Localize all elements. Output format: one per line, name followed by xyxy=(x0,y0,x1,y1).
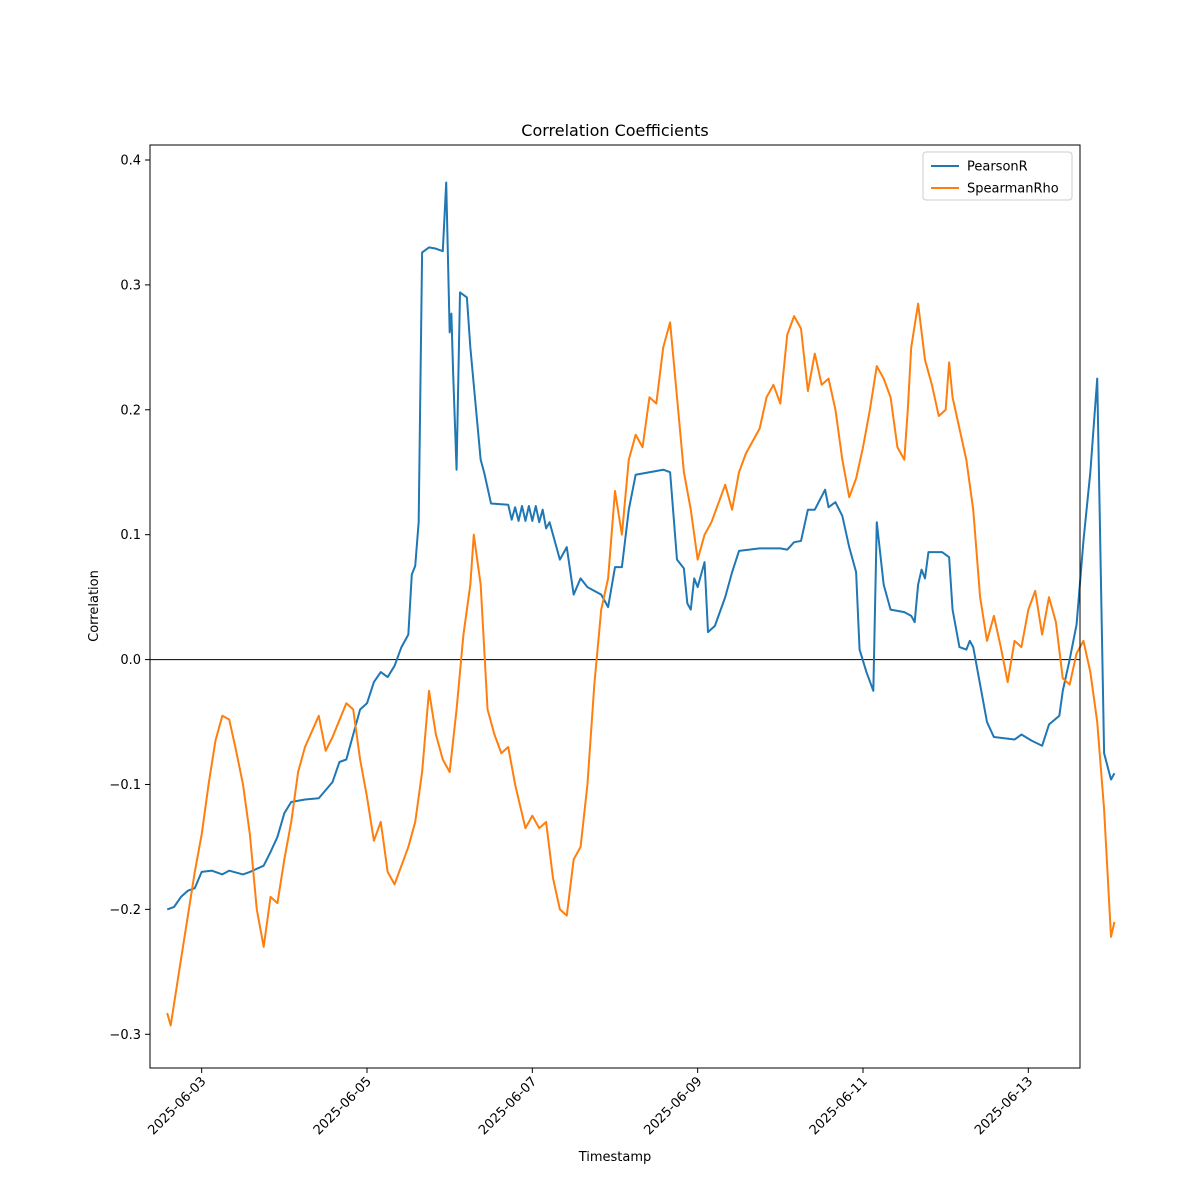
y-tick-label: −0.3 xyxy=(109,1028,141,1043)
legend-box xyxy=(922,151,1073,201)
y-tick-label: 0.0 xyxy=(120,653,141,668)
y-tick-label: 0.4 xyxy=(120,153,141,168)
y-tick-label: 0.3 xyxy=(120,278,141,293)
axes-frame xyxy=(149,144,1081,1069)
y-axis-label: Correlation xyxy=(87,570,102,642)
x-axis-label: Timestamp xyxy=(578,1150,652,1165)
legend-label-pearsonr: PearsonR xyxy=(967,160,1028,175)
y-tick-label: −0.1 xyxy=(109,778,141,793)
legend: PearsonR SpearmanRho xyxy=(922,151,1073,201)
series-line-pearsonr xyxy=(166,181,1116,911)
legend-label-spearmanrho: SpearmanRho xyxy=(967,182,1059,197)
series-line-spearmanrho xyxy=(166,302,1116,1027)
chart-title: Correlation Coefficients xyxy=(521,121,708,140)
y-tick-label: 0.1 xyxy=(120,528,141,543)
y-tick-label: −0.2 xyxy=(109,903,141,918)
y-tick-label: 0.2 xyxy=(120,403,141,418)
